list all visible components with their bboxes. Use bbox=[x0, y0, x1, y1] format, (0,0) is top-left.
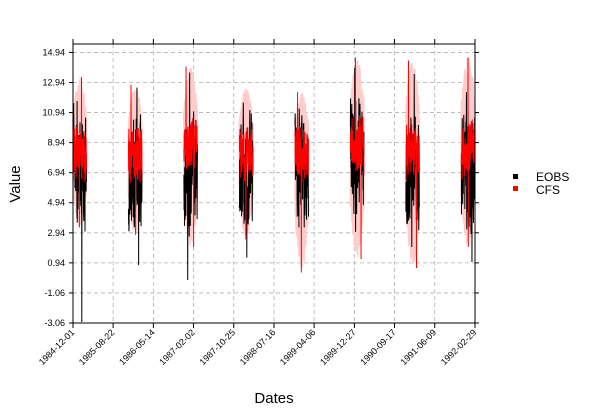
x-tick-label: 1989-04-06 bbox=[278, 327, 318, 367]
eobs-line bbox=[294, 108, 309, 228]
cfs-line bbox=[460, 57, 476, 247]
y-tick-label: -1.06 bbox=[44, 288, 65, 298]
cfs-line bbox=[72, 77, 88, 228]
cfs-line bbox=[238, 127, 254, 240]
x-tick-label: 1987-10-25 bbox=[198, 327, 238, 367]
y-tick-label: 4.94 bbox=[47, 198, 65, 208]
y-tick-label: 12.94 bbox=[42, 77, 65, 87]
y-axis-title: Value bbox=[7, 165, 24, 202]
x-tick-label: 1989-12-27 bbox=[318, 327, 358, 367]
x-tick-label: 1988-07-16 bbox=[238, 327, 278, 367]
y-tick-label: 0.94 bbox=[47, 258, 65, 268]
legend-label-cfs: CFS bbox=[536, 183, 560, 197]
legend-swatch-cfs bbox=[513, 186, 518, 191]
cfs-series bbox=[72, 57, 476, 273]
x-tick-label: 1992-02-29 bbox=[439, 327, 479, 367]
eobs-line bbox=[183, 72, 198, 281]
x-tick-label: 1984-12-01 bbox=[37, 327, 77, 367]
y-tick-label: 6.94 bbox=[47, 168, 65, 178]
y-tick-label: 2.94 bbox=[47, 228, 65, 238]
cfs-line bbox=[349, 57, 365, 259]
y-tick-label: 14.94 bbox=[42, 47, 65, 57]
cfs-line bbox=[127, 84, 143, 235]
y-tick-label: -3.06 bbox=[44, 318, 65, 328]
x-tick-label: 1986-05-14 bbox=[117, 327, 157, 367]
cfs-line bbox=[405, 60, 420, 268]
x-tick-label: 1991-06-09 bbox=[399, 327, 439, 367]
legend-label-eobs: EOBS bbox=[536, 170, 569, 184]
x-tick-label: 1990-09-17 bbox=[358, 327, 398, 367]
x-axis-title: Dates bbox=[254, 390, 293, 407]
y-tick-label: 10.94 bbox=[42, 108, 65, 118]
x-tick-label: 1987-02-02 bbox=[157, 327, 197, 367]
cfs-line bbox=[294, 92, 309, 273]
cfs-line bbox=[183, 66, 198, 247]
legend: EOBS CFS bbox=[513, 170, 569, 197]
x-tick-label: 1985-08-22 bbox=[77, 327, 117, 367]
legend-swatch-eobs bbox=[513, 174, 518, 179]
y-tick-label: 8.94 bbox=[47, 138, 65, 148]
